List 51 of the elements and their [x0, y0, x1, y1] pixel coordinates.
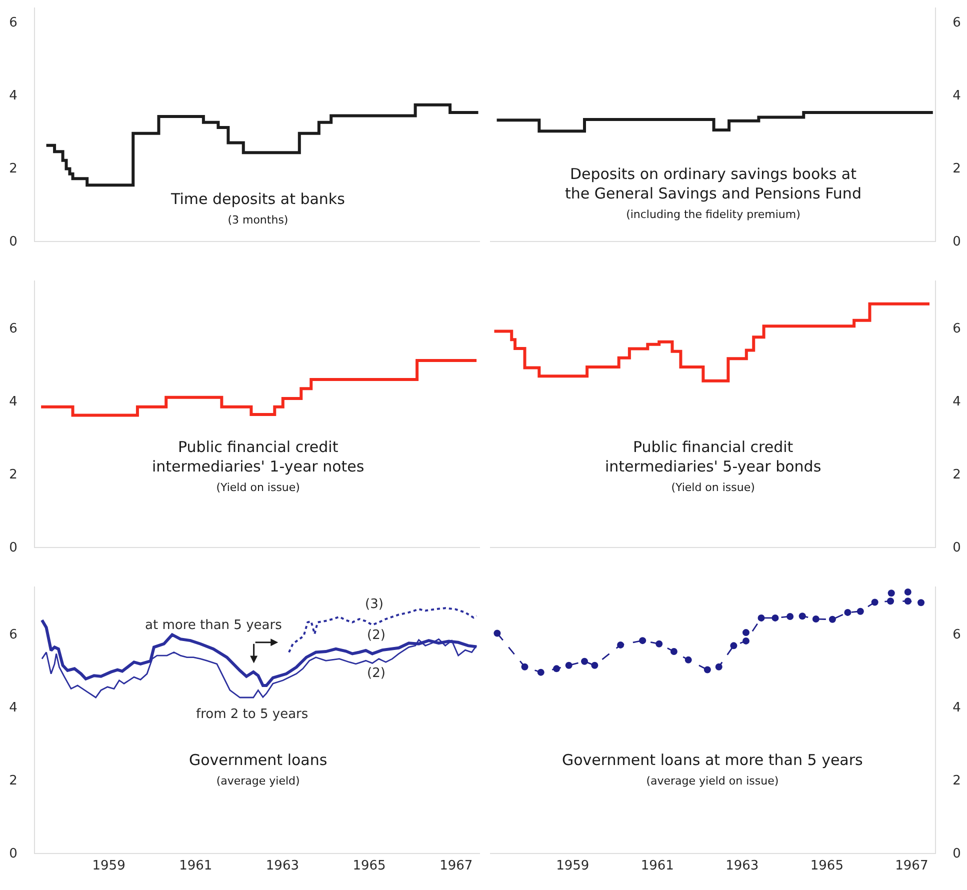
annotation: (2) [367, 666, 386, 681]
y-tick-label: 4 [952, 394, 961, 410]
text: (including the fidelity premium) [626, 208, 800, 221]
y-tick-label: 0 [9, 540, 18, 556]
x-tick-label: 1967 [895, 858, 928, 874]
y-tick-label: 2 [9, 162, 18, 177]
x-tick-label: 1959 [556, 858, 590, 874]
y-tick-label: 0 [9, 846, 18, 862]
text: (average yield) [216, 774, 300, 788]
series-label: from 2 to 5 years [196, 707, 308, 722]
y-tick-label: 0 [952, 234, 961, 250]
y-tick-label: 2 [952, 468, 961, 483]
y-tick-label: 0 [952, 846, 961, 862]
y-tick-label: 2 [9, 774, 18, 789]
annotation: (2) [367, 628, 386, 643]
text: Deposits on ordinary savings books at the General Savings and Pensions Fund [565, 165, 862, 202]
text: Time deposits at banks [170, 190, 346, 208]
y-tick-label: 6 [952, 628, 961, 643]
y-tick-label: 4 [9, 88, 18, 104]
x-tick-label: 1965 [810, 858, 844, 874]
y-tick-label: 4 [952, 700, 961, 716]
x-tick-label: 1961 [179, 858, 212, 874]
y-tick-label: 2 [9, 468, 18, 483]
y-tick-label: 6 [9, 16, 18, 31]
text: Government loans at more than 5 years [562, 751, 864, 769]
y-tick-label: 6 [952, 16, 961, 31]
y-tick-label: 2 [952, 162, 961, 177]
x-tick-label: 1963 [266, 858, 300, 874]
text: Public financial credit intermediaries' 1-year notes [152, 438, 364, 476]
y-tick-label: 6 [952, 322, 961, 337]
x-tick-label: 1963 [726, 858, 759, 874]
x-tick-label: 1965 [352, 858, 386, 874]
y-tick-label: 0 [9, 234, 18, 250]
text: Public financial credit intermediaries' 5-year bonds [605, 438, 822, 476]
y-tick-label: 4 [9, 700, 18, 716]
y-tick-label: 4 [952, 88, 961, 104]
text: (Yield on issue) [671, 481, 755, 494]
text: (average yield on issue) [646, 774, 779, 788]
y-tick-label: 4 [9, 394, 18, 410]
y-tick-label: 6 [9, 628, 18, 643]
x-tick-label: 1967 [440, 858, 473, 874]
annotation: (3) [365, 597, 384, 612]
x-tick-label: 1959 [92, 858, 126, 874]
x-tick-label: 1961 [640, 858, 674, 874]
y-tick-label: 0 [952, 540, 961, 556]
text: Government loans [189, 751, 328, 769]
text: (3 months) [228, 214, 288, 226]
y-tick-label: 2 [952, 774, 961, 789]
text: (Yield on issue) [216, 481, 300, 494]
y-tick-label: 6 [9, 322, 18, 337]
series-label: at more than 5 years [145, 618, 282, 633]
